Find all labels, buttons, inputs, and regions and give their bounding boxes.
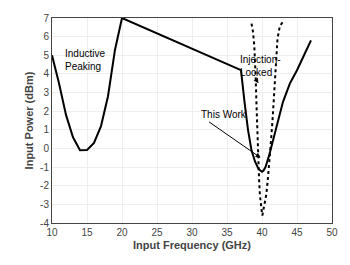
svg-text:-3: -3	[40, 199, 49, 210]
svg-text:Injection-Locked: Injection-Locked	[240, 54, 281, 78]
svg-text:1: 1	[43, 124, 49, 135]
svg-text:10: 10	[46, 227, 58, 238]
svg-text:2: 2	[43, 106, 49, 117]
svg-text:15: 15	[81, 227, 93, 238]
svg-text:4: 4	[43, 68, 49, 79]
svg-text:InductivePeaking: InductivePeaking	[65, 48, 105, 72]
svg-text:35: 35	[221, 227, 233, 238]
svg-text:20: 20	[116, 227, 128, 238]
svg-text:45: 45	[291, 227, 303, 238]
svg-text:0: 0	[43, 143, 49, 154]
svg-text:Input Power (dBm): Input Power (dBm)	[23, 71, 35, 169]
svg-text:-1: -1	[40, 162, 49, 173]
svg-text:25: 25	[151, 227, 163, 238]
svg-text:7: 7	[43, 13, 49, 24]
svg-text:40: 40	[256, 227, 268, 238]
svg-text:6: 6	[43, 31, 49, 42]
svg-text:-2: -2	[40, 180, 49, 191]
svg-text:This Work: This Work	[201, 109, 247, 120]
svg-text:5: 5	[43, 50, 49, 61]
svg-text:Input Frequency (GHz): Input Frequency (GHz)	[133, 239, 251, 251]
svg-text:-4: -4	[40, 218, 49, 229]
svg-text:3: 3	[43, 87, 49, 98]
svg-text:50: 50	[326, 227, 338, 238]
svg-text:30: 30	[186, 227, 198, 238]
